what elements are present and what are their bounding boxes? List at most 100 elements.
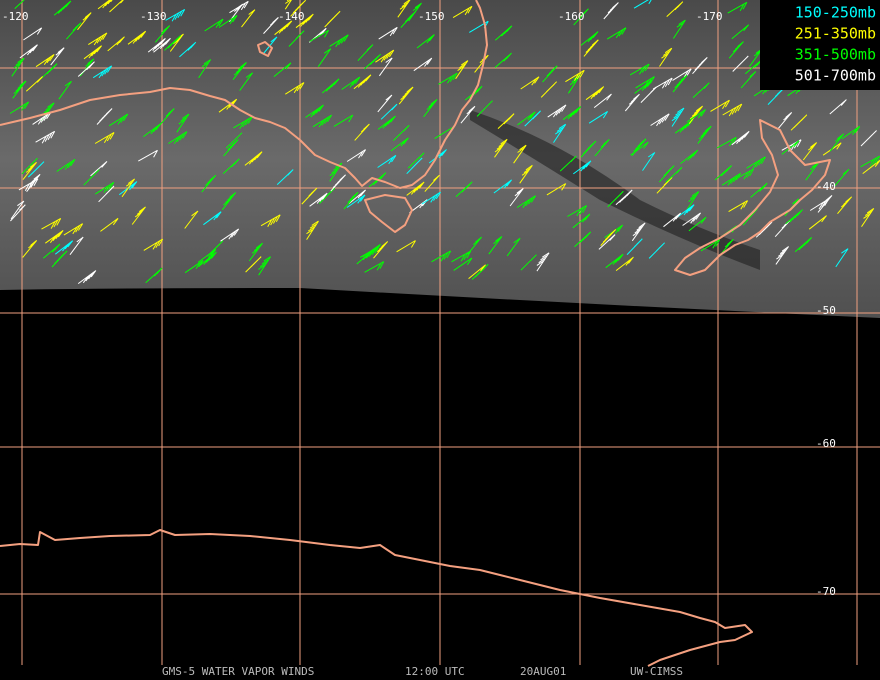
wind-barb	[455, 181, 473, 198]
wind-barb	[728, 41, 744, 59]
wind-barb	[546, 183, 567, 196]
wind-barb	[700, 239, 721, 252]
wind-barb	[452, 5, 473, 19]
legend-entry: 150-250mb	[795, 4, 876, 22]
wind-barb	[378, 57, 393, 77]
wind-barb	[83, 169, 100, 186]
wind-barb	[348, 189, 366, 205]
wind-barb	[520, 254, 537, 271]
wind-barb	[585, 86, 605, 101]
wind-barb	[781, 139, 802, 152]
wind-barb	[69, 236, 84, 255]
wind-barb	[143, 238, 164, 251]
wind-barb	[460, 105, 476, 124]
wind-barb	[547, 104, 567, 118]
wind-barb	[121, 178, 136, 198]
wind-barb	[605, 253, 624, 269]
wind-barb	[692, 82, 710, 98]
wind-barb	[517, 111, 536, 126]
wind-barb	[184, 259, 204, 274]
wind-barb	[629, 63, 650, 76]
wind-barb	[829, 99, 847, 115]
wind-barb	[375, 49, 395, 63]
latitude-label: -60	[816, 437, 836, 450]
footer-text: 12:00 UTC	[405, 665, 465, 678]
wind-barb	[688, 105, 703, 124]
wind-barb	[727, 1, 748, 14]
wind-barb	[58, 80, 72, 100]
graticule	[0, 0, 880, 665]
wind-barb	[755, 221, 773, 238]
wind-barb	[692, 57, 708, 75]
footer: GMS-5 WATER VAPOR WINDS 12:00 UTC 20AUG01 U…	[162, 665, 683, 678]
wind-barb	[520, 76, 540, 90]
wind-barb	[378, 26, 398, 40]
wind-barb	[363, 53, 381, 70]
wind-barb	[451, 250, 472, 263]
footer-text: UW-CIMSS	[630, 665, 683, 678]
wind-barb	[615, 256, 634, 271]
wind-barb	[781, 140, 800, 155]
wind-barbs	[9, 0, 880, 285]
wind-barb	[295, 13, 314, 29]
wind-barb	[750, 182, 768, 198]
wind-barb	[218, 14, 238, 28]
wind-barb	[45, 229, 64, 244]
wind-barb	[131, 206, 146, 225]
wind-barb	[593, 93, 612, 108]
wind-barb	[860, 155, 880, 168]
wind-barb	[697, 125, 712, 144]
wind-barb	[364, 261, 385, 273]
wind-barb	[580, 140, 597, 158]
wind-barb	[455, 60, 469, 80]
wind-barb	[356, 249, 374, 265]
wind-barb	[519, 164, 533, 184]
wind-barb	[453, 257, 473, 271]
wind-barb	[306, 220, 319, 240]
wind-barb	[777, 112, 793, 130]
wind-barb	[682, 212, 702, 226]
wind-barb	[343, 191, 359, 210]
wind-barb	[66, 22, 82, 40]
wind-barb	[648, 242, 665, 259]
tasmania-coast	[364, 194, 413, 233]
wind-barb	[841, 125, 861, 140]
wind-barb	[12, 80, 27, 99]
wind-barb	[14, 0, 25, 9]
wind-barb	[650, 113, 670, 127]
wind-barb	[22, 240, 38, 258]
wind-barb	[583, 39, 599, 57]
wind-barb	[562, 106, 582, 121]
wind-barb	[573, 160, 592, 175]
wind-barb	[663, 212, 682, 228]
wind-barb	[790, 114, 808, 131]
wind-barb	[559, 155, 577, 172]
wind-barb	[92, 65, 113, 79]
wind-barb	[333, 114, 354, 127]
wind-barb	[107, 36, 125, 52]
wind-barb	[218, 98, 238, 113]
latitude-label: -40	[816, 180, 836, 193]
wind-barb	[573, 8, 589, 26]
wind-barb	[154, 25, 171, 43]
wind-barb	[423, 99, 438, 118]
wind-barb	[630, 141, 649, 156]
wind-barb	[633, 0, 652, 9]
wind-barb	[239, 72, 254, 91]
wind-barb	[321, 78, 340, 94]
longitude-label: -130	[140, 10, 167, 23]
legend-entry: 251-350mb	[795, 25, 876, 43]
wind-barb	[516, 195, 537, 208]
wind-barb	[245, 256, 262, 273]
wind-barb	[27, 161, 45, 178]
wind-barb	[244, 151, 263, 166]
wind-barb	[424, 174, 440, 192]
wind-barb	[785, 209, 803, 225]
wind-barb	[22, 161, 37, 180]
wind-barb	[353, 74, 372, 90]
wind-barb	[290, 0, 307, 17]
wind-barb	[652, 77, 673, 90]
wind-barb	[714, 165, 732, 181]
wind-barb	[41, 217, 62, 230]
wind-barb	[225, 132, 243, 149]
